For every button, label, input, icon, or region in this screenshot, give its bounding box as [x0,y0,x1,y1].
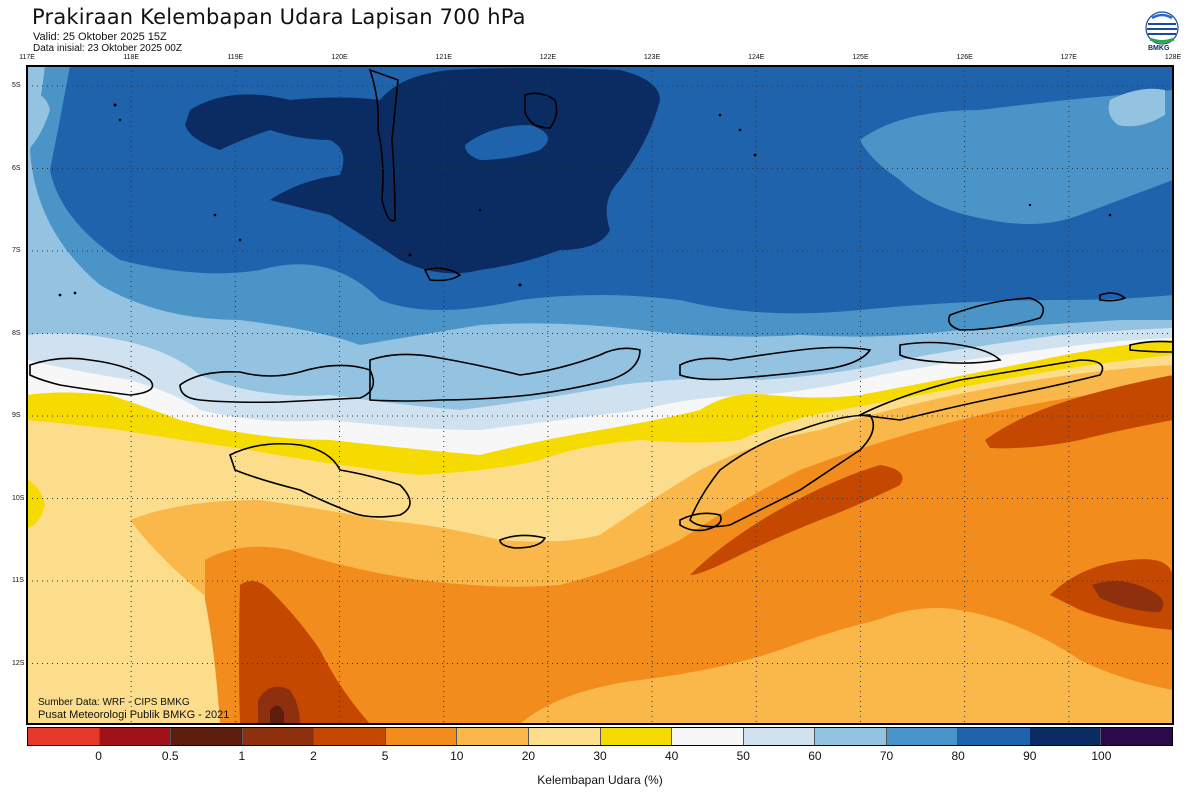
colorbar-swatch [815,728,887,745]
coastline-sulawesi-south [368,68,399,222]
colorbar-swatch [886,728,959,745]
colorbar-tick-label: 40 [664,749,679,763]
lat-label-6S: 6S [12,164,21,172]
lat-label-8S: 8S [12,329,21,337]
colorbar-tick-label: 90 [1023,749,1037,763]
lon-label-118E: 118E [123,54,140,61]
colorbar-swatch [672,728,744,745]
lat-label-7S: 7S [12,247,21,254]
layer-humid-70-west-pocket [27,94,50,150]
coastlines [29,68,1173,549]
colorbar-swatch [528,728,601,745]
coastline-selayar [524,92,558,129]
colorbar-tick-label: 10 [450,749,464,763]
colorbar-tick-label: 5 [381,749,389,763]
lon-label-120E: 120E [331,54,348,61]
colorbar-tick-label: 1 [238,749,246,763]
colorbar-tick-label: 70 [879,749,894,763]
coastline-east-tiny [1099,292,1127,302]
colorbar-swatch [1029,728,1102,745]
layer-humid-1-southwest [270,705,284,724]
colorbar-swatch [242,728,315,745]
lat-label-5S: 5S [12,82,21,89]
colorbar-tick-label: 2 [310,749,317,763]
lon-label-124E: 124E [748,54,765,61]
colorbar-tick-label: 20 [521,749,536,763]
layer-humid-40-west [27,480,45,528]
lon-label-122E: 122E [539,54,557,61]
lat-label-9S: 9S [12,412,21,419]
colorbar-tick-label: 30 [593,749,607,763]
colorbar-swatch [743,728,816,745]
layer-humid-10 [205,385,1173,724]
coastline-tanimbar-area [947,297,1045,331]
map-title: Prakiraan Kelembapan Udara Lapisan 700 h… [32,5,526,29]
colorbar-swatch [1101,728,1172,745]
valid-time: Valid: 25 Oktober 2025 15Z [33,31,167,43]
colorbar-swatch [385,728,458,745]
layer-humid-70-east [1108,88,1165,127]
coastline-wetar [899,341,1002,364]
coastline-alor [679,346,872,381]
lat-lon-grid [27,66,1173,724]
colorbar-swatch [314,728,386,745]
data-source-credit: Sumber Data: WRF - CIPS BMKG [38,697,190,708]
colorbar-swatch [958,728,1030,745]
coastline-sumba [229,442,411,518]
coastline-lombok-bali [29,357,154,396]
layer-humid-2-southwest [258,686,300,724]
bmkg-logo-icon [1145,11,1179,45]
colorbar-tick-label: 80 [951,749,965,763]
coastline-australia-limit [857,359,1104,421]
layer-humid-2-southeast [1092,581,1164,612]
colorbar-swatch [600,728,673,745]
layer-humid-20-south [520,610,1173,724]
lat-label-10S: 10S [12,494,25,502]
colorbar-tick-label: 0.5 [161,749,179,763]
lon-label-125E: 125E [852,54,869,61]
layer-humid-90-pocket [465,125,548,160]
colorbar-swatch [171,728,243,745]
colorbar-swatch [99,728,172,745]
layer-humid-5-east [985,375,1173,449]
lon-label-126E: 126E [956,54,973,61]
coastline-sumbawa [179,364,375,404]
lat-label-11S: 11S [12,577,24,584]
lon-label-127E: 127E [1060,54,1077,61]
lat-label-12S: 12S [12,659,25,667]
lon-label-119E: 119E [227,54,244,61]
coastline-rote [679,512,722,532]
lon-label-123E: 123E [643,54,661,61]
layer-humid-80-east [860,90,1173,224]
coastline-east-small [1129,340,1173,353]
colorbar-tick-label: 50 [736,749,750,763]
coastline-sawu [499,534,547,549]
layer-humid-100 [185,68,660,274]
colorbar-tick-label: 100 [1091,749,1112,763]
coastline-flores [369,347,641,402]
logo-text: BMKG [1148,45,1170,52]
publisher-credit: Pusat Meteorologi Publik BMKG - 2021 [38,709,230,721]
lon-label-117E: 117E [19,54,35,61]
coastline-kabaena [423,267,462,282]
colorbar-swatch [28,728,100,745]
map-frame [26,65,1174,725]
colorbar-swatch [457,728,529,745]
colorbar-label: Kelembapan Udara (%) [537,773,663,787]
layer-humid-5-timor [690,465,903,575]
initial-data-time: Data inisial: 23 Oktober 2025 00Z [33,43,182,54]
colorbar-tick-label: 0 [95,749,102,763]
colorbar [27,727,1173,746]
colorbar-tick-label: 60 [808,749,822,763]
small-islands [58,103,1112,297]
lon-label-128E: 128E [1164,54,1182,61]
lon-label-121E: 121E [435,54,452,61]
coastline-timor [689,414,875,528]
